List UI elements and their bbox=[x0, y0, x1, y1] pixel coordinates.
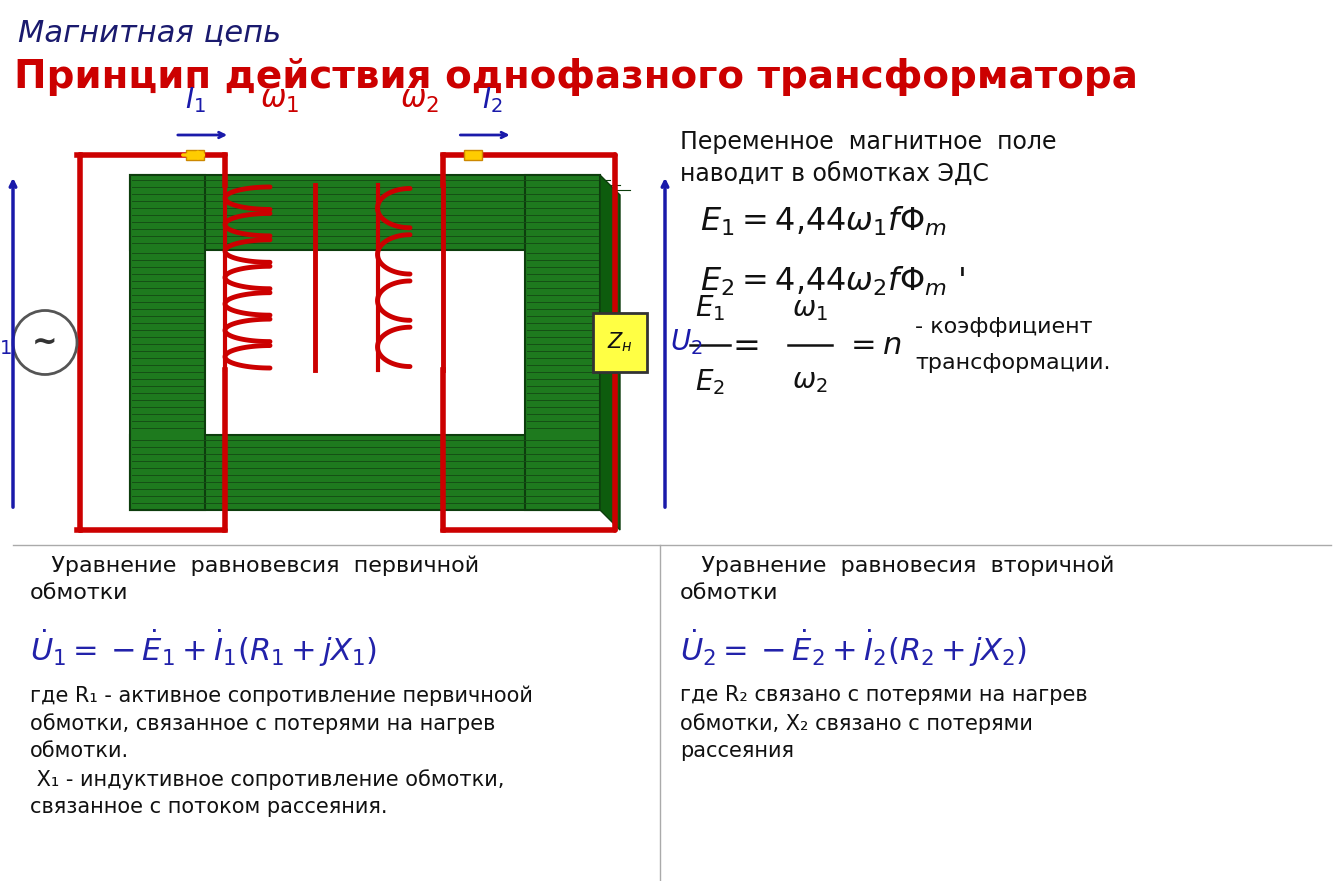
Polygon shape bbox=[526, 175, 599, 510]
Text: $Z_н$: $Z_н$ bbox=[607, 330, 633, 354]
Text: Принцип действия однофазного трансформатора: Принцип действия однофазного трансформат… bbox=[13, 58, 1138, 96]
Polygon shape bbox=[130, 175, 206, 510]
Text: наводит в обмотках ЭДС: наводит в обмотках ЭДС bbox=[680, 162, 989, 186]
Text: $E_2 = 4{,}44\omega_2 f\Phi_m$ ': $E_2 = 4{,}44\omega_2 f\Phi_m$ ' bbox=[700, 265, 965, 299]
Text: где R₁ - активное сопротивление первичноой: где R₁ - активное сопротивление первично… bbox=[30, 685, 532, 706]
Text: $\omega_1$: $\omega_1$ bbox=[261, 86, 300, 115]
Text: $E_1$: $E_1$ bbox=[695, 293, 724, 323]
Text: обмотки: обмотки bbox=[30, 583, 129, 603]
Text: X₁ - индуктивное сопротивление обмотки,: X₁ - индуктивное сопротивление обмотки, bbox=[30, 769, 504, 790]
Polygon shape bbox=[130, 175, 599, 250]
Text: $I_1$: $I_1$ bbox=[184, 85, 206, 115]
Circle shape bbox=[13, 310, 77, 374]
Text: обмотки: обмотки bbox=[680, 583, 778, 603]
Text: обмотки.: обмотки. bbox=[30, 741, 129, 761]
Polygon shape bbox=[599, 175, 620, 530]
Text: Магнитная цепь: Магнитная цепь bbox=[17, 18, 281, 47]
Text: трансформации.: трансформации. bbox=[915, 353, 1110, 373]
Text: $I_2$: $I_2$ bbox=[482, 85, 503, 115]
Text: обмотки, X₂ связано с потерями: обмотки, X₂ связано с потерями bbox=[680, 713, 1034, 734]
FancyBboxPatch shape bbox=[185, 150, 204, 160]
Text: где R₂ связано с потерями на нагрев: где R₂ связано с потерями на нагрев bbox=[680, 685, 1087, 705]
Text: $\omega_2$: $\omega_2$ bbox=[792, 367, 828, 395]
FancyBboxPatch shape bbox=[464, 150, 481, 160]
Text: ~: ~ bbox=[32, 328, 58, 357]
Text: Уравнение  равновесия  вторичной: Уравнение равновесия вторичной bbox=[680, 555, 1114, 575]
Text: - коэффициент: - коэффициент bbox=[915, 317, 1093, 337]
Text: $U_2$: $U_2$ bbox=[671, 328, 703, 358]
Text: $= n$: $= n$ bbox=[845, 330, 902, 359]
FancyBboxPatch shape bbox=[593, 313, 646, 372]
Text: связанное с потоком рассеяния.: связанное с потоком рассеяния. bbox=[30, 797, 387, 817]
Text: $\dot{U}_1 = -\dot{E}_1 + \dot{I}_1(R_1 + jX_1)$: $\dot{U}_1 = -\dot{E}_1 + \dot{I}_1(R_1 … bbox=[30, 627, 378, 669]
Text: Переменное  магнитное  поле: Переменное магнитное поле bbox=[680, 130, 1056, 154]
Text: $E_2$: $E_2$ bbox=[695, 367, 724, 396]
Text: $\dot{U}_2 = -\dot{E}_2 + \dot{I}_2(R_2 + jX_2)$: $\dot{U}_2 = -\dot{E}_2 + \dot{I}_2(R_2 … bbox=[680, 627, 1027, 669]
Text: $U_1$: $U_1$ bbox=[0, 328, 12, 358]
Text: рассеяния: рассеяния bbox=[680, 741, 794, 761]
Text: Уравнение  равновевсия  первичной: Уравнение равновевсия первичной bbox=[30, 555, 478, 575]
Text: $\omega_1$: $\omega_1$ bbox=[792, 295, 828, 323]
Text: $\omega_2$: $\omega_2$ bbox=[401, 86, 439, 115]
Polygon shape bbox=[130, 435, 599, 510]
Text: обмотки, связанное с потерями на нагрев: обмотки, связанное с потерями на нагрев bbox=[30, 713, 496, 734]
Text: $E_1 = 4{,}44\omega_1 f\Phi_m$: $E_1 = 4{,}44\omega_1 f\Phi_m$ bbox=[700, 205, 948, 239]
Text: $=$: $=$ bbox=[726, 329, 758, 361]
